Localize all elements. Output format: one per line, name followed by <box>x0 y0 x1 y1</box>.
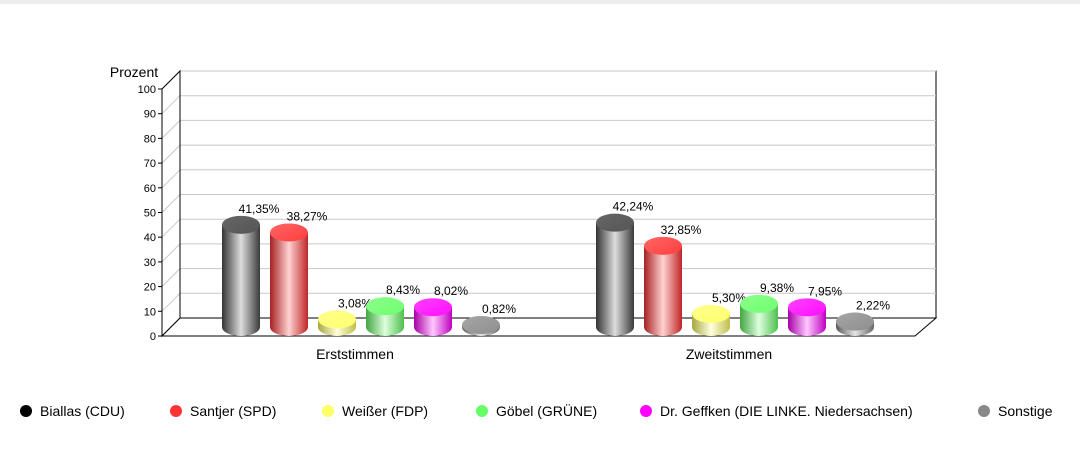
legend-item: Dr. Geffken (DIE LINKE. Niedersachsen) <box>640 398 913 424</box>
gridline-side <box>161 194 181 213</box>
data-label: 32,85% <box>661 223 702 237</box>
bar-top <box>836 312 874 331</box>
gridline-side <box>161 95 181 115</box>
bar <box>270 223 308 336</box>
bar-body <box>270 232 308 336</box>
data-label: 41,35% <box>239 202 280 216</box>
legend-item: Göbel (GRÜNE) <box>476 398 597 424</box>
gridline-side <box>161 243 181 263</box>
bar-top <box>270 223 308 242</box>
bar <box>644 236 682 336</box>
gridline-side <box>161 144 181 164</box>
legend-marker <box>476 405 488 417</box>
legend-label: Göbel (GRÜNE) <box>496 403 598 419</box>
gridline-side <box>161 169 181 189</box>
y-tick-label: 20 <box>144 282 156 294</box>
legend-label: Santjer (SPD) <box>190 403 277 419</box>
top-bar <box>0 0 1080 4</box>
bar-top <box>414 298 452 317</box>
bar-top <box>692 304 730 323</box>
legend-item: Weißer (FDP) <box>322 398 428 424</box>
gridline-side <box>161 292 181 312</box>
data-label: 8,02% <box>434 284 468 298</box>
legend-item: Biallas (CDU) <box>20 398 125 424</box>
gridline-side <box>161 218 181 238</box>
legend-marker <box>20 405 32 417</box>
bar <box>740 294 778 336</box>
bar-top <box>788 298 826 317</box>
bar-body <box>222 224 260 336</box>
bar-top <box>644 236 682 255</box>
x-tick-label: Zweitstimmen <box>686 346 772 362</box>
bar-top <box>462 315 500 334</box>
data-label: 3,08% <box>338 296 372 310</box>
legend-item: Santjer (SPD) <box>170 398 276 424</box>
bar-body <box>740 303 778 336</box>
legend-label: Sonstige <box>998 403 1053 419</box>
legend-item: Sonstige <box>978 398 1052 424</box>
bar <box>318 310 356 336</box>
data-label: 42,24% <box>613 200 654 214</box>
chart: 0 10 20 30 40 50 60 70 80 90 100 Prozent Erststimmen… <box>110 64 938 362</box>
bar-body <box>596 222 634 336</box>
legend-marker <box>170 405 182 417</box>
y-tick-label: 40 <box>144 232 156 244</box>
legend-marker <box>322 405 334 417</box>
bar-top <box>596 213 634 232</box>
data-label: 5,30% <box>712 291 746 305</box>
y-tick-label: 30 <box>144 257 156 269</box>
y-tick-label: 60 <box>144 183 156 195</box>
y-tick-label: 50 <box>144 208 156 220</box>
bar <box>596 213 634 336</box>
legend-marker <box>978 405 990 417</box>
data-label: 7,95% <box>808 284 842 298</box>
gridline-side <box>161 120 181 139</box>
y-tick-label: 10 <box>144 306 156 318</box>
bar-top <box>366 297 404 316</box>
y-tick-label: 0 <box>150 331 156 343</box>
y-tick-label: 100 <box>138 84 156 96</box>
bar <box>836 312 874 336</box>
y-tick-label: 80 <box>144 133 156 145</box>
legend: Biallas (CDU) Santjer (SPD) Weißer (FDP) Gö… <box>0 398 1080 424</box>
y-tick-label: 70 <box>144 158 156 170</box>
bar-top <box>222 215 260 234</box>
data-label: 9,38% <box>760 281 794 295</box>
bar <box>462 315 500 336</box>
legend-label: Dr. Geffken (DIE LINKE. Niedersachsen) <box>660 403 913 419</box>
legend-label: Biallas (CDU) <box>40 403 125 419</box>
data-label: 2,22% <box>856 299 890 313</box>
bar-top <box>318 310 356 329</box>
x-tick-label: Erststimmen <box>316 346 394 362</box>
y-axis-label: Prozent <box>110 64 158 80</box>
legend-marker <box>640 405 652 417</box>
bar <box>788 298 826 336</box>
legend-label: Weißer (FDP) <box>342 403 429 419</box>
bar <box>414 298 452 336</box>
bar-top <box>740 294 778 313</box>
y-tick-label: 90 <box>144 109 156 121</box>
data-label: 8,43% <box>386 283 420 297</box>
bar <box>692 304 730 336</box>
gridline-side <box>161 268 181 287</box>
data-label: 0,82% <box>482 302 516 316</box>
bar <box>222 215 260 336</box>
bar-body <box>644 245 682 336</box>
bar <box>366 297 404 336</box>
data-label: 38,27% <box>287 209 328 223</box>
